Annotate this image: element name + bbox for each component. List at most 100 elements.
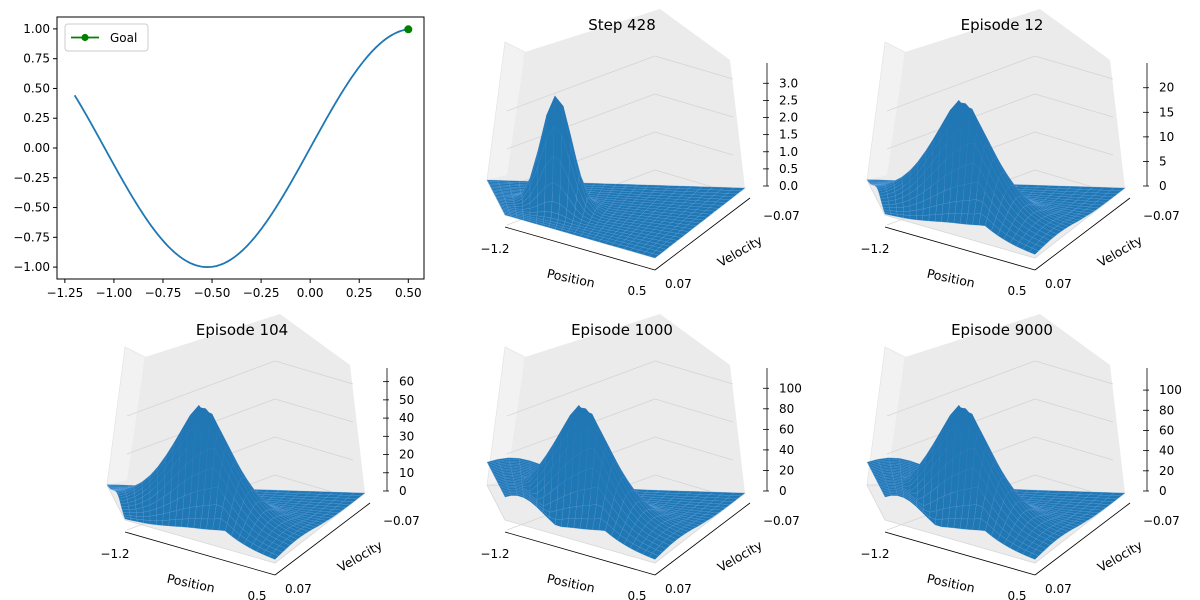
x-tick-label: −1.2 xyxy=(860,242,889,256)
z-tick-label: 10 xyxy=(399,466,414,480)
pane-gridline xyxy=(654,360,734,385)
y-tick-label: −0.07 xyxy=(763,514,800,528)
position-axis-line xyxy=(884,531,1036,576)
mountain-curve-chart: −1.25 −1.00 −0.75 −0.50 −0.25 0.00 0.25 0.50 1.… xyxy=(13,16,425,300)
z-tick-label: 40 xyxy=(1159,444,1174,458)
x-tick-label: −1.2 xyxy=(100,547,129,561)
surface-patch xyxy=(648,552,660,560)
surface-patch xyxy=(143,515,151,521)
x-tick-label: 0.50 xyxy=(395,286,422,300)
z-tick-label: 2.0 xyxy=(779,111,798,125)
surface-patch xyxy=(903,210,911,216)
z-tick-label: 0 xyxy=(1159,484,1167,498)
surface-patch xyxy=(935,203,944,215)
z-tick-label: 5 xyxy=(1159,154,1167,168)
z-tick-label: 0 xyxy=(1159,179,1167,193)
legend-box xyxy=(64,23,149,52)
chart-title: Episode 9000 xyxy=(951,321,1053,339)
y-tick-label: 0.50 xyxy=(23,81,50,95)
surface-patch xyxy=(169,510,177,521)
surface-patch xyxy=(890,493,898,496)
z-tick-label: 60 xyxy=(399,375,414,389)
y-axis-label: Velocity xyxy=(1095,537,1145,575)
x-tick-label: −1.2 xyxy=(480,242,509,256)
y-tick-label: −1.00 xyxy=(13,260,50,274)
z-tick-label: 0.0 xyxy=(779,179,798,193)
velocity-axis-line xyxy=(1034,502,1131,576)
y-tick-label: −0.07 xyxy=(1143,514,1180,528)
pane-gridline xyxy=(654,131,734,156)
chart-title: Episode 104 xyxy=(196,321,288,339)
z-tick-label: 60 xyxy=(1159,423,1174,437)
x-tick-label: 0.5 xyxy=(1007,589,1026,600)
surface xyxy=(486,95,746,259)
x-tick-label: 0.25 xyxy=(346,286,373,300)
z-tick-label: 60 xyxy=(779,422,794,436)
surface-patch xyxy=(551,182,561,205)
z-tick-label: 80 xyxy=(1159,403,1174,417)
y-tick-label: −0.25 xyxy=(13,171,50,185)
surface-patch xyxy=(268,552,280,560)
surface-patch xyxy=(909,215,917,221)
series-line-curve xyxy=(73,28,409,268)
x-tick-label: −1.25 xyxy=(46,286,83,300)
surface-patch xyxy=(149,520,157,526)
y-tick-label: −0.75 xyxy=(13,230,50,244)
z-tick-label: 80 xyxy=(779,402,794,416)
surface-patch xyxy=(544,200,553,213)
z-tick-label: 40 xyxy=(779,443,794,457)
y-axis-label: Velocity xyxy=(715,537,765,575)
pane-gridline xyxy=(886,55,1036,112)
x-axis-label: Position xyxy=(926,266,977,291)
y-tick-label: 0.25 xyxy=(23,111,50,125)
legend-marker-goal xyxy=(81,33,89,42)
surface-patch xyxy=(916,208,924,216)
x-tick-label: 0.00 xyxy=(297,286,324,300)
velocity-axis-line xyxy=(654,502,751,576)
x-tick-label: 0.5 xyxy=(1007,284,1026,298)
y-tick-label: −0.07 xyxy=(1143,209,1180,223)
y-tick-label: 0.07 xyxy=(285,582,312,596)
surface-patch xyxy=(1028,552,1040,560)
x-tick-label: −1.2 xyxy=(480,547,509,561)
z-tick-label: 1.5 xyxy=(779,128,798,142)
legend-label-goal: Goal xyxy=(110,31,137,45)
surface-patch xyxy=(648,253,660,259)
pane-gridline xyxy=(1034,436,1114,461)
pane-gridline xyxy=(1034,93,1114,118)
x-tick-label: −1.00 xyxy=(96,286,133,300)
surface-patch xyxy=(162,519,170,527)
x-tick-label: −0.25 xyxy=(243,286,280,300)
surface-patch xyxy=(935,508,944,520)
pane-gridline xyxy=(1034,398,1114,423)
y-tick-label: 1.00 xyxy=(23,22,50,36)
y-tick-label: −0.07 xyxy=(383,514,420,528)
pane-gridline xyxy=(1034,360,1114,385)
y-axis-label: Velocity xyxy=(1095,232,1145,270)
position-axis-line xyxy=(124,531,276,576)
plot-area xyxy=(56,16,425,280)
z-tick-label: 20 xyxy=(399,448,414,462)
surface-patch xyxy=(929,205,937,216)
pane-gridline xyxy=(274,360,354,385)
x-axis-label: Position xyxy=(546,266,597,291)
x-axis-label: Position xyxy=(166,571,217,596)
velocity-axis-line xyxy=(274,502,371,576)
x-axis-ticks: −1.25 −1.00 −0.75 −0.50 −0.25 0.00 0.25 0.50 xyxy=(46,279,422,300)
chart-title: Episode 12 xyxy=(961,16,1044,34)
surface-patch xyxy=(156,513,164,521)
surface-patch xyxy=(149,514,157,521)
surface-patch xyxy=(888,203,897,208)
y-axis-label: Velocity xyxy=(335,537,385,575)
z-tick-label: 0 xyxy=(399,484,407,498)
velocity-axis-line xyxy=(1034,197,1131,271)
y-tick-label: 0.07 xyxy=(665,582,692,596)
z-tick-label: 40 xyxy=(399,411,414,425)
surface-patch xyxy=(121,506,130,510)
surface xyxy=(486,404,746,560)
pane-gridline xyxy=(274,436,354,461)
surface-chart-episode-9000: −1.2 0.5 −0.07 0.07 0 20 40 60 80 100 Position Velo… xyxy=(860,314,1182,600)
x-tick-label: 0.5 xyxy=(247,589,266,600)
position-axis-line xyxy=(504,531,656,576)
